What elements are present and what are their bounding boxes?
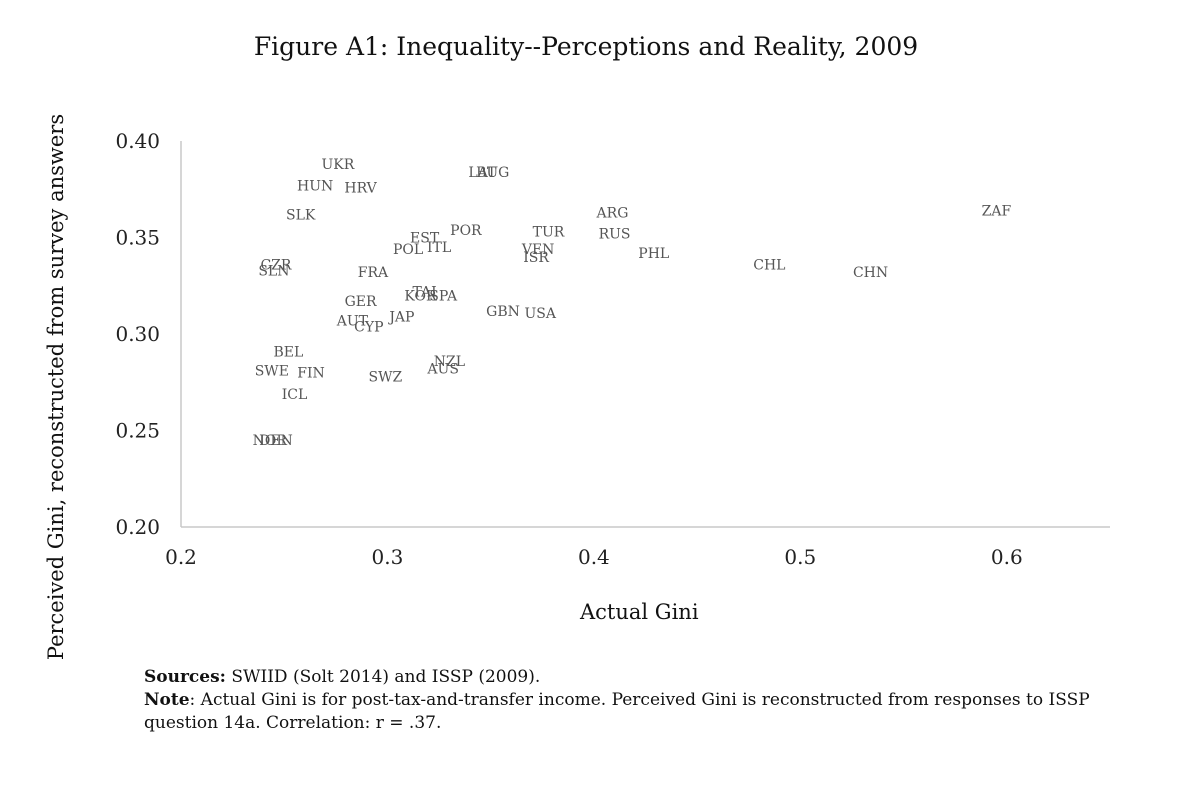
x-tick-label: 0.2 (165, 545, 197, 569)
data-point-label: VEN (521, 242, 555, 258)
data-point-label: EST (410, 231, 440, 247)
y-tick-label: 0.40 (115, 129, 160, 153)
axes (180, 141, 1110, 528)
data-point-label: JAP (387, 310, 414, 326)
data-point-label: USA (524, 306, 556, 322)
data-point-label: TAI (412, 285, 436, 301)
data-point-label: DEN (259, 433, 293, 449)
chart-title: Figure A1: Inequality--Perceptions and R… (253, 32, 919, 61)
data-point-label: ISR (523, 250, 549, 266)
data-point-label: HRV (344, 180, 377, 196)
data-point-label: ARG (596, 205, 629, 221)
data-point-label: ITL (427, 240, 451, 256)
data-point-label: CZR (260, 258, 291, 274)
data-point-label: PHL (638, 246, 669, 262)
note-text: : Actual Gini is for post-tax-and-transf… (144, 690, 1090, 733)
x-tick-label: 0.3 (372, 545, 404, 569)
note-label: Note (144, 690, 190, 710)
sources-text: SWIID (Solt 2014) and ISSP (2009). (225, 667, 541, 687)
y-tick-label: 0.25 (115, 419, 160, 443)
data-point-label: ZAF (982, 203, 1012, 219)
data-point-label: BEL (273, 344, 303, 360)
data-point-label: SLN (258, 263, 289, 279)
data-point-label: POL (393, 242, 423, 258)
y-axis-title: Perceived Gini, reconstructed from surve… (44, 113, 68, 661)
data-point-label: NZL (434, 354, 465, 370)
data-point-label: HUN (297, 178, 333, 194)
data-point-label: GBN (486, 304, 520, 320)
sources-line: Sources: SWIID (Solt 2014) and ISSP (200… (144, 666, 1134, 689)
data-point-label: GER (345, 294, 377, 310)
data-point-label: FRA (358, 265, 389, 281)
data-point-label: CYP (354, 319, 383, 335)
data-point-label: RUS (599, 227, 631, 243)
data-point-label: FIN (297, 366, 325, 382)
data-point-label: SLK (286, 207, 316, 223)
figure-notes: Sources: SWIID (Solt 2014) and ISSP (200… (144, 666, 1134, 735)
y-tick-label: 0.20 (115, 515, 160, 539)
data-point-label: CHN (853, 265, 888, 281)
data-point-label: KOR (404, 288, 437, 304)
data-point-label: BUG (476, 165, 509, 181)
data-point-label: AUT (336, 313, 369, 329)
data-point-label: POR (450, 223, 482, 239)
data-point-label: ICL (282, 387, 308, 403)
data-point-label: AUS (426, 362, 459, 378)
data-point-label: SWZ (369, 369, 403, 385)
data-point-label: SPA (429, 288, 458, 304)
data-point-label: TUR (533, 225, 565, 241)
x-axis-title: Actual Gini (580, 600, 699, 624)
x-tick-label: 0.5 (784, 545, 816, 569)
data-point-label: SWE (255, 364, 289, 380)
y-tick-label: 0.30 (115, 322, 160, 346)
sources-label: Sources: (144, 667, 226, 687)
data-point-label: LAT (468, 165, 497, 181)
note-line: Note: Actual Gini is for post-tax-and-tr… (144, 689, 1134, 735)
data-point-label: NOR (253, 433, 288, 449)
data-point-label: UKR (321, 157, 354, 173)
x-tick-label: 0.6 (991, 545, 1023, 569)
tick-labels: 0.20 0.25 0.30 0.35 0.40 0.2 0.3 0.4 0.5 0.6 (115, 129, 1022, 569)
x-tick-label: 0.4 (578, 545, 610, 569)
y-tick-label: 0.35 (115, 226, 160, 250)
data-point-label: CHL (753, 258, 785, 274)
